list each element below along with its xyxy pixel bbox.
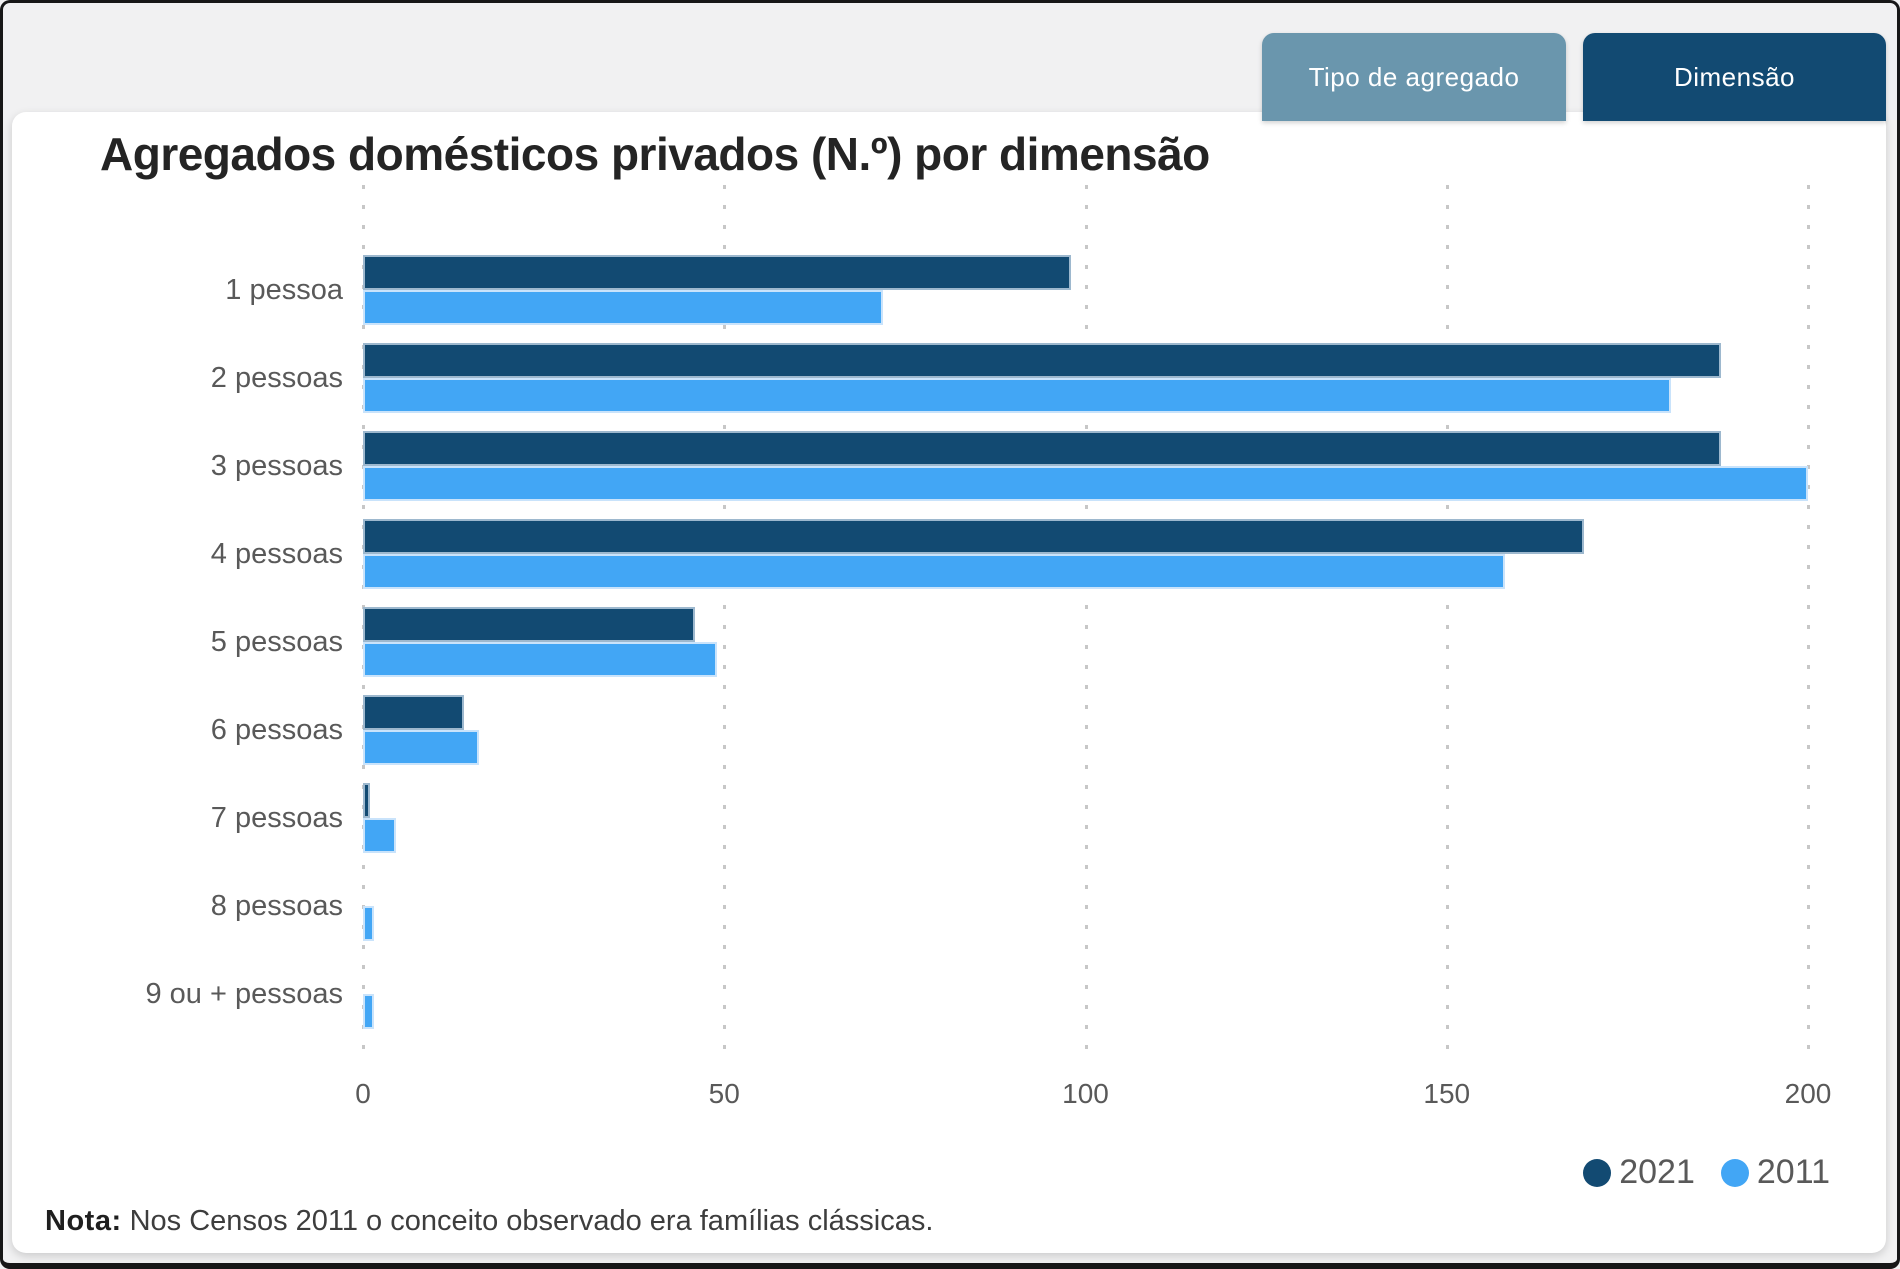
- category-label: 8 pessoas: [210, 889, 343, 922]
- bar-slot: [363, 906, 1808, 941]
- bar-2021-4-pessoas[interactable]: [363, 519, 1585, 554]
- chart-card: Agregados domésticos privados (N.º) por …: [12, 112, 1886, 1253]
- legend-item-2021[interactable]: 2021: [1583, 1153, 1695, 1192]
- bar-slot: [363, 343, 1808, 378]
- gridline-x-150: [1445, 185, 1449, 1062]
- bar-chart: 1 pessoa 2 pessoas 3 pessoas 4 pessoas 5 pes…: [145, 185, 1831, 1109]
- tab-tipo-de-agregado[interactable]: Tipo de agregado: [1262, 33, 1566, 121]
- bar-slot: [363, 466, 1808, 501]
- bar-2011-8-pessoas[interactable]: [363, 906, 374, 941]
- bar-2011-1-pessoa[interactable]: [363, 290, 884, 325]
- bar-slot: [363, 607, 1808, 642]
- legend-dot-2011: [1720, 1158, 1749, 1187]
- legend-dot-2021: [1583, 1158, 1612, 1187]
- bar-2011-4-pessoas[interactable]: [363, 554, 1505, 589]
- bar-2021-3-pessoas[interactable]: [363, 431, 1722, 466]
- gridline-x-50: [723, 185, 727, 1062]
- bar-slot: [363, 994, 1808, 1029]
- x-tick-label-0: 0: [355, 1078, 371, 1109]
- category-label: 5 pessoas: [210, 625, 343, 658]
- x-axis-tick-labels: 0 50 100 150 200: [355, 1078, 1831, 1118]
- x-tick-label-50: 50: [708, 1078, 740, 1109]
- bar-slot: [363, 378, 1808, 413]
- bar-slot: [363, 783, 1808, 818]
- bar-group-9-ou-+-pessoas: 9 ou + pessoas: [145, 959, 1808, 1029]
- gridline-x-200: [1807, 185, 1810, 1062]
- bar-slot: [363, 554, 1808, 589]
- chart-legend: 2021 2011: [1583, 1153, 1830, 1192]
- bar-group-1-pessoa: 1 pessoa: [225, 255, 1808, 325]
- bar-group-7-pessoas: 7 pessoas: [211, 783, 1808, 853]
- bar-2021-6-pessoas[interactable]: [363, 695, 465, 730]
- category-label: 6 pessoas: [210, 713, 343, 746]
- x-tick-label-100: 100: [1062, 1078, 1109, 1109]
- x-tick-label-200: 200: [1784, 1078, 1832, 1109]
- bar-rows: 1 pessoa 2 pessoas 3 pessoas 4 pessoas 5 pes…: [145, 255, 1808, 1029]
- bar-slot: [363, 255, 1808, 290]
- tab-dimensao[interactable]: Dimensão: [1583, 33, 1886, 121]
- bar-2021-1-pessoa[interactable]: [363, 255, 1072, 290]
- footnote-text: Nos Censos 2011 o conceito observado era…: [129, 1205, 934, 1237]
- bar-group-4-pessoas: 4 pessoas: [211, 519, 1808, 589]
- bar-2021-5-pessoas[interactable]: [363, 607, 696, 642]
- bar-group-8-pessoas: 8 pessoas: [211, 871, 1808, 941]
- category-label: 7 pessoas: [210, 801, 343, 834]
- bar-2011-9-ou-+-pessoas[interactable]: [363, 994, 374, 1029]
- bar-2011-6-pessoas[interactable]: [363, 730, 479, 765]
- chart-title: Agregados domésticos privados (N.º) por …: [100, 128, 1210, 180]
- bar-group-2-pessoas: 2 pessoas: [211, 343, 1808, 413]
- legend-label-2011: 2011: [1756, 1153, 1830, 1191]
- footnote: Nota: Nos Censos 2011 o conceito observad…: [45, 1205, 933, 1238]
- bar-slot: [363, 642, 1808, 677]
- bar-slot: [363, 818, 1808, 853]
- category-label: 1 pessoa: [225, 273, 343, 306]
- legend-item-2011[interactable]: 2011: [1720, 1153, 1830, 1192]
- bar-2021-7-pessoas[interactable]: [363, 783, 371, 818]
- bar-2021-2-pessoas[interactable]: [363, 343, 1722, 378]
- bar-2011-2-pessoas[interactable]: [363, 378, 1671, 413]
- bar-slot: [363, 730, 1808, 765]
- bar-slot: [363, 871, 1808, 906]
- bar-2011-3-pessoas[interactable]: [363, 466, 1808, 501]
- category-label: 2 pessoas: [210, 361, 343, 394]
- bar-slot: [363, 959, 1808, 994]
- category-label: 4 pessoas: [210, 537, 343, 570]
- bar-slot: [363, 695, 1808, 730]
- bar-slot: [363, 431, 1808, 466]
- bar-2011-7-pessoas[interactable]: [363, 818, 396, 853]
- bar-2011-5-pessoas[interactable]: [363, 642, 718, 677]
- legend-label-2021: 2021: [1619, 1153, 1695, 1191]
- footnote-label: Nota:: [45, 1205, 122, 1237]
- x-tick-label-150: 150: [1423, 1078, 1471, 1109]
- gridline-x-100: [1084, 185, 1088, 1062]
- bar-group-3-pessoas: 3 pessoas: [211, 431, 1808, 501]
- bar-slot: [363, 519, 1808, 554]
- bar-group-5-pessoas: 5 pessoas: [211, 607, 1808, 677]
- bar-slot: [363, 290, 1808, 325]
- bar-group-6-pessoas: 6 pessoas: [211, 695, 1808, 765]
- category-label: 9 ou + pessoas: [145, 977, 343, 1010]
- category-label: 3 pessoas: [210, 449, 343, 482]
